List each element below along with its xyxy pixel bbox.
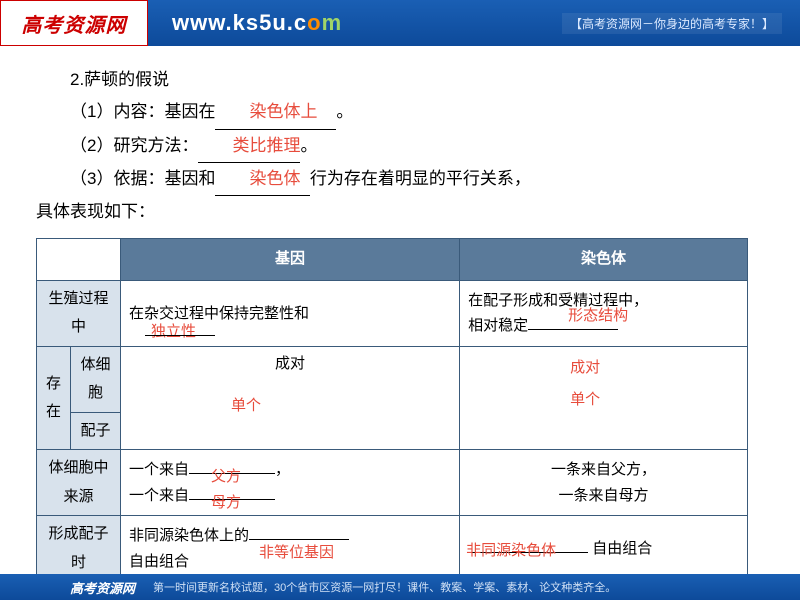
row-label-outer: 存在 [37, 346, 71, 450]
header-bar: 高考资源网 www.ks5u.com 【高考资源网－你身边的高考专家！】 [0, 0, 800, 46]
answer-2: 类比推理 [232, 136, 300, 155]
point-3b: 具体表现如下： [36, 196, 764, 228]
section-title: 2.萨顿的假说 [36, 64, 764, 96]
answer-pair-chrom: 成对 [570, 355, 600, 381]
footer-bar: 高考资源网 第一时间更新名校试题，30个省市区资源一网打尽！课件、教案、学案、素… [0, 574, 800, 600]
answer-father: 父方 [211, 464, 241, 490]
tagline: 【高考资源网－你身边的高考专家！】 [562, 13, 782, 34]
row-label: 体细胞 [71, 346, 121, 412]
answer-morph: 形态结构 [568, 303, 628, 329]
answer-single-gene: 单个 [231, 393, 261, 419]
site-url: www.ks5u.com [172, 10, 342, 36]
answer-single-chrom: 单个 [570, 387, 600, 413]
col-chrom: 染色体 [460, 239, 748, 281]
main-content: 2.萨顿的假说 （1）内容：基因在染色体上 。 （2）研究方法：类比推理。 （3… [0, 46, 800, 582]
answer-nonhomolog: 非同源染色体 [466, 538, 556, 564]
answer-mother: 母方 [211, 490, 241, 516]
row-label: 生殖过程中 [37, 280, 121, 346]
row-label: 形成配子时 [37, 516, 121, 582]
col-gene: 基因 [121, 239, 460, 281]
row-label: 体细胞中来源 [37, 450, 121, 516]
point-1: （1）内容：基因在染色体上 。 [36, 96, 764, 129]
logo-text: 高考资源网 [22, 9, 127, 38]
row-label: 配子 [71, 412, 121, 450]
table-row: 形成配子时 非同源染色体上的 自由组合 非等位基因 自由组合 非同源染色体 [37, 516, 748, 582]
answer-3: 染色体 [249, 169, 300, 188]
table-row: 存在 体细胞 成对 单个 成对 单个 [37, 346, 748, 412]
footer-logo: 高考资源网 [70, 578, 135, 597]
table-header-row: 基因 染色体 [37, 239, 748, 281]
footer-text: 第一时间更新名校试题，30个省市区资源一网打尽！课件、教案、学案、素材、论文种类… [153, 579, 616, 595]
table-row: 体细胞中来源 一个来自， 一个来自 父方 母方 一条来自父方， 一条来自母方 [37, 450, 748, 516]
point-2: （2）研究方法：类比推理。 [36, 130, 764, 163]
answer-nonallelic: 非等位基因 [259, 540, 334, 566]
table-row: 生殖过程中 在杂交过程中保持完整性和 独立性 在配子形成和受精过程中， 形态结构… [37, 280, 748, 346]
site-logo: 高考资源网 [0, 0, 148, 46]
comparison-table: 基因 染色体 生殖过程中 在杂交过程中保持完整性和 独立性 在配子形成和受精过程… [36, 238, 748, 582]
answer-independence: 独立性 [151, 319, 196, 345]
answer-1: 染色体上 [249, 102, 317, 121]
point-3: （3）依据：基因和染色体 行为存在着明显的平行关系， [36, 163, 764, 196]
